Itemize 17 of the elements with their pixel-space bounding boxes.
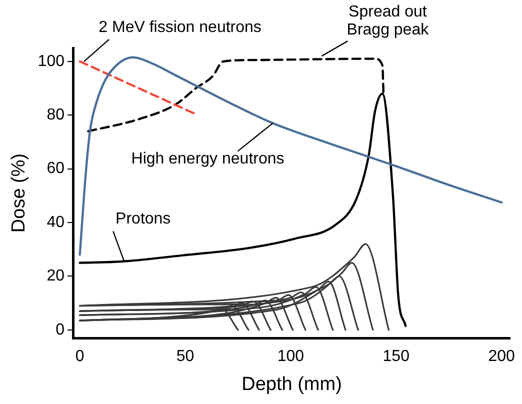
x-tick-label: 150 — [382, 348, 410, 366]
annotation: 2 MeV fission neutrons — [98, 18, 262, 36]
x-tick-label: 0 — [75, 348, 84, 366]
annotation: High energy neutrons — [131, 150, 284, 168]
y-tick-label: 40 — [46, 214, 65, 231]
annotation: Spread out Bragg peak — [346, 3, 430, 38]
x-axis-title: Depth (mm) — [242, 374, 342, 395]
y-tick-label: 100 — [38, 52, 65, 70]
annotation: Protons — [116, 210, 171, 228]
x-tick-label: 100 — [277, 348, 304, 366]
y-tick-label: 80 — [46, 106, 65, 124]
y-tick-label: 60 — [46, 160, 65, 178]
y-tick-label: 20 — [46, 268, 65, 285]
x-tick-label: 50 — [176, 348, 194, 366]
y-axis-title: Dose (%) — [8, 153, 30, 233]
y-tick-label: 0 — [56, 321, 65, 338]
x-tick-label: 200 — [488, 348, 516, 366]
